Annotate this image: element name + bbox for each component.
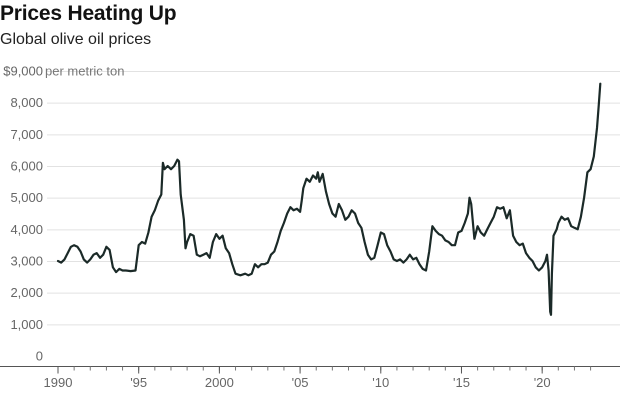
gridlines	[47, 71, 620, 326]
y-tick-label-0: 0	[36, 349, 43, 364]
y-axis: 0 1,000 2,000 3,000 4,000 5,000 6,000 7,000 8,00…	[3, 64, 124, 364]
series-layer	[56, 82, 602, 316]
x-tick-label-2010: '10	[372, 375, 389, 390]
chart-title: Prices Heating Up	[0, 2, 177, 25]
series-line-0	[56, 82, 602, 316]
y-tick-label-2000: 2,000	[10, 285, 43, 300]
x-tick-label-1990: 1990	[44, 375, 73, 390]
x-tick-label-1995: '95	[130, 375, 147, 390]
x-axis: 1990 '95 2000 '05 '10 '15 '20	[0, 366, 620, 390]
y-tick-label-3000: 3,000	[10, 254, 43, 269]
y-tick-label-4000: 4,000	[10, 222, 43, 237]
y-tick-label-8000: 8,000	[10, 95, 43, 110]
y-tick-label-7000: 7,000	[10, 127, 43, 142]
y-tick-label-5000: 5,000	[10, 190, 43, 205]
y-tick-label-1000: 1,000	[10, 317, 43, 332]
y-tick-label-6000: 6,000	[10, 159, 43, 174]
y-tick-label-9000: $9,000	[3, 64, 43, 79]
x-tick-label-2015: '15	[453, 375, 470, 390]
x-tick-label-2005: '05	[292, 375, 309, 390]
x-tick-label-2020: '20	[534, 375, 551, 390]
x-tick-label-2000: 2000	[205, 375, 234, 390]
chart-subtitle: Global olive oil prices	[0, 31, 152, 48]
y-axis-unit-label: per metric ton	[45, 64, 124, 79]
